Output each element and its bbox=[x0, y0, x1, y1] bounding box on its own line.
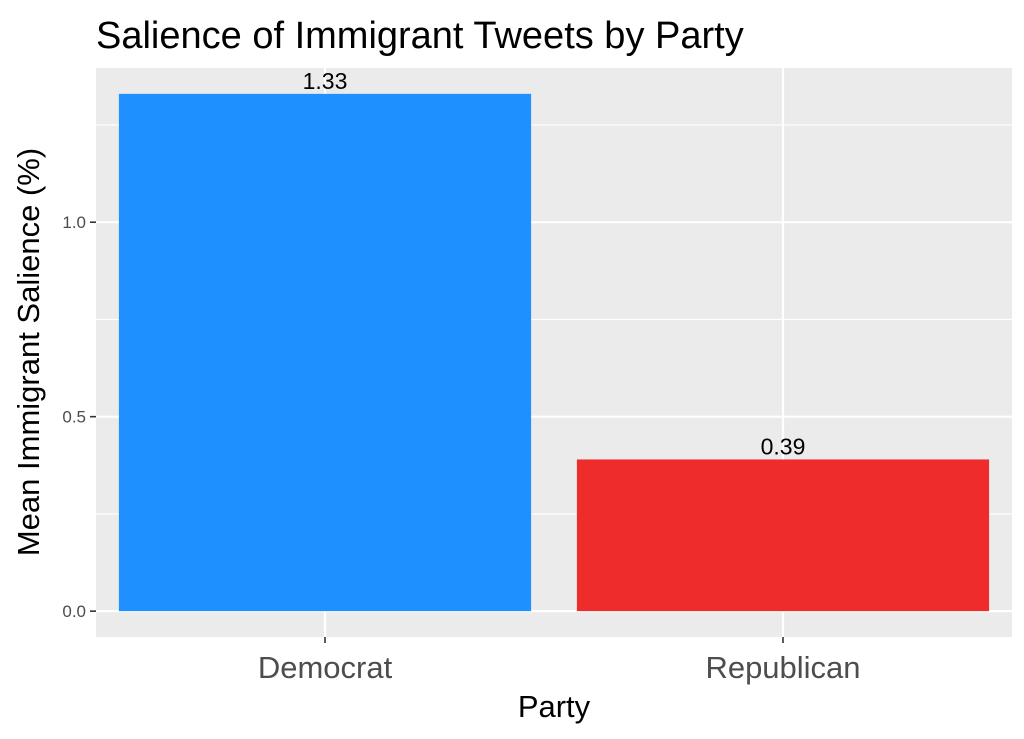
y-axis: 0.0 0.5 1.0 bbox=[62, 213, 96, 621]
data-label-republican: 0.39 bbox=[761, 433, 806, 459]
data-label-democrat: 1.33 bbox=[303, 68, 348, 94]
x-tick-label-republican: Republican bbox=[705, 650, 860, 685]
y-tick-label: 1.0 bbox=[62, 213, 86, 232]
x-axis-title: Party bbox=[518, 689, 591, 724]
data-labels: 1.33 0.39 bbox=[303, 68, 806, 460]
y-tick-label: 0.0 bbox=[62, 602, 86, 621]
x-axis: Democrat Republican bbox=[258, 637, 861, 685]
chart-title: Salience of Immigrant Tweets by Party bbox=[96, 15, 744, 57]
bar-democrat bbox=[118, 93, 532, 612]
y-axis-title: Mean Immigrant Salience (%) bbox=[11, 148, 46, 556]
x-tick-label-democrat: Democrat bbox=[258, 650, 393, 685]
bar-republican bbox=[576, 459, 990, 612]
bars bbox=[118, 93, 990, 612]
y-tick-label: 0.5 bbox=[62, 408, 86, 427]
